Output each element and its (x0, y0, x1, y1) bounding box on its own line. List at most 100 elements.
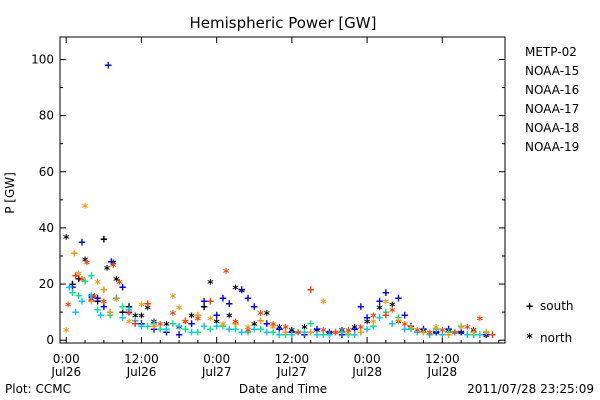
data-point-north: * (483, 330, 490, 344)
data-point-south: + (213, 319, 220, 333)
data-point-north: * (169, 291, 176, 305)
legend-item: NOAA-18 (525, 121, 579, 135)
data-point-north: * (432, 322, 439, 336)
data-point-south: + (144, 319, 151, 333)
data-point-south: + (370, 319, 377, 333)
data-point-south: + (201, 300, 208, 314)
data-point-south: + (150, 319, 157, 333)
data-point-south: + (276, 328, 283, 342)
data-point-north: * (226, 311, 233, 325)
data-point-south: + (470, 325, 477, 339)
data-point-south: + (445, 328, 452, 342)
data-point-south: + (407, 322, 414, 336)
data-point-south: + (78, 235, 85, 249)
data-point-north: * (357, 322, 364, 336)
data-point-south: + (420, 325, 427, 339)
data-point-south: + (288, 325, 295, 339)
data-point-south: + (194, 325, 201, 339)
data-point-south: + (458, 319, 465, 333)
x-tick-label-time: 0:00 (203, 352, 230, 366)
data-point-south: + (320, 328, 327, 342)
data-point-south: + (269, 325, 276, 339)
data-point-south: + (251, 300, 258, 314)
data-point-north: * (263, 308, 270, 322)
data-point-north: * (207, 277, 214, 291)
data-point-south: + (207, 322, 214, 336)
data-point-north: * (207, 314, 214, 328)
data-point-south: + (72, 269, 79, 283)
data-point-south: + (232, 316, 239, 330)
x-tick-label-date: Jul26 (50, 365, 81, 379)
data-point-north: * (345, 325, 352, 339)
data-point-north: * (83, 257, 90, 271)
data-point-north: * (132, 311, 139, 325)
x-tick-label-date: Jul28 (426, 365, 457, 379)
data-point-south: + (188, 316, 195, 330)
x-tick-label-time: 12:00 (425, 352, 460, 366)
data-point-north: * (163, 319, 170, 333)
data-point-north: * (194, 314, 201, 328)
data-point-north: * (150, 316, 157, 330)
data-point-north: * (295, 328, 302, 342)
data-point-south: + (483, 328, 490, 342)
y-axis-label: P [GW] (3, 172, 17, 214)
data-point-north: * (407, 322, 414, 336)
x-tick-label-time: 0:00 (354, 352, 381, 366)
data-point-south: + (175, 319, 182, 333)
data-point-south: + (238, 283, 245, 297)
data-point-north: * (382, 297, 389, 311)
data-point-south: + (207, 294, 214, 308)
data-point-north: * (445, 325, 452, 339)
data-point-north: * (363, 316, 370, 330)
data-point-north: * (389, 300, 396, 314)
x-tick-label-date: Jul28 (351, 365, 382, 379)
y-tick-label: 100 (31, 52, 54, 66)
data-point-south: + (464, 328, 471, 342)
data-point-north: * (464, 322, 471, 336)
data-point-south: + (88, 288, 95, 302)
data-point-south: + (150, 322, 157, 336)
data-point-south: + (295, 325, 302, 339)
data-point-north: * (345, 328, 352, 342)
data-point-south: + (395, 311, 402, 325)
data-point-north: * (110, 260, 117, 274)
data-point-north: * (144, 302, 151, 316)
data-point-south: + (194, 308, 201, 322)
data-point-south: + (345, 328, 352, 342)
data-point-south: + (108, 255, 115, 269)
data-point-north: * (370, 311, 377, 325)
data-point-south: + (357, 325, 364, 339)
data-point-south: + (313, 322, 320, 336)
data-point-south: + (332, 325, 339, 339)
data-point-south: + (244, 291, 251, 305)
data-point-north: * (188, 311, 195, 325)
data-point-south: + (72, 305, 79, 319)
data-point-south: + (69, 280, 76, 294)
series-legend: METP-02 NOAA-15 NOAA-16 NOAA-17 NOAA-18 NOAA-… (525, 45, 579, 154)
data-point-south: + (232, 322, 239, 336)
data-point-south: + (125, 300, 132, 314)
legend-item: NOAA-17 (525, 102, 579, 116)
data-point-south: + (138, 316, 145, 330)
data-point-south: + (169, 316, 176, 330)
data-point-south: + (119, 280, 126, 294)
data-point-south: + (113, 291, 120, 305)
data-point-south: + (432, 325, 439, 339)
data-point-north: * (282, 322, 289, 336)
data-point-south: + (420, 322, 427, 336)
plot-source: Plot: CCMC (5, 382, 71, 396)
data-point-north: * (88, 291, 95, 305)
x-tick-label-date: Jul27 (276, 365, 307, 379)
data-point-south: + (238, 325, 245, 339)
y-tick-label: 20 (39, 277, 54, 291)
data-point-south: + (382, 305, 389, 319)
data-point-south: + (201, 319, 208, 333)
data-point-north: * (91, 291, 98, 305)
data-point-north: * (251, 319, 258, 333)
data-point-north: * (257, 308, 264, 322)
data-point-south: + (75, 288, 82, 302)
data-point-south: + (105, 58, 112, 72)
data-point-south: + (432, 322, 439, 336)
data-point-south: + (163, 322, 170, 336)
